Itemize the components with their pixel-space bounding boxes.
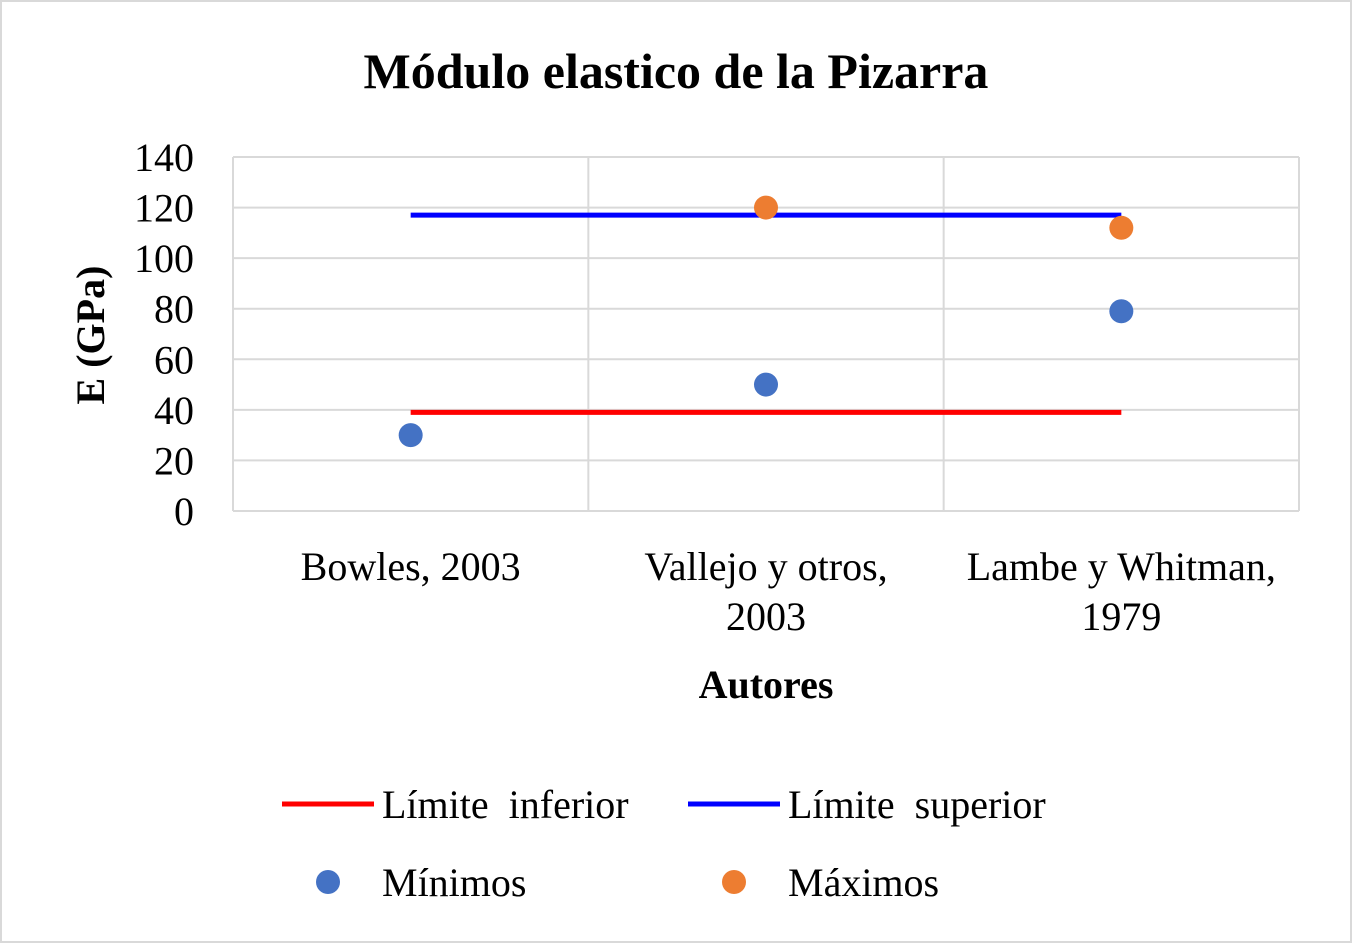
y-tick-label: 0 — [174, 489, 194, 534]
y-tick-label: 80 — [154, 287, 194, 332]
y-tick-label: 40 — [154, 388, 194, 433]
data-point — [754, 372, 778, 397]
chart-title: Módulo elastico de la Pizarra — [364, 43, 989, 99]
x-axis-title: Autores — [699, 662, 834, 707]
x-axis-ticks: Bowles, 2003 Vallejo y otros, 2003 Lambe y … — [301, 544, 1276, 639]
y-tick-label: 60 — [154, 337, 194, 382]
data-point — [1109, 299, 1134, 324]
data-point — [398, 423, 423, 448]
chart-legend: Límite inferior Límite superior Mínimos Máx… — [282, 782, 1046, 905]
y-tick-label: 120 — [134, 186, 194, 231]
y-axis-ticks: 0 20 40 60 80 100 120 140 — [134, 135, 194, 534]
y-tick-label: 140 — [134, 135, 194, 180]
x-tick-label: Bowles, 2003 — [301, 544, 521, 589]
legend-label: Límite superior — [788, 782, 1046, 827]
y-axis-title: E (GPa) — [68, 266, 113, 405]
legend-marker-swatch — [316, 870, 340, 894]
data-point — [754, 195, 778, 220]
legend-label: Máximos — [788, 860, 939, 905]
chart-series — [398, 195, 1134, 448]
x-tick-label: Vallejo y otros, 2003 — [644, 544, 887, 639]
data-point — [1109, 215, 1134, 240]
legend-label: Límite inferior — [382, 782, 629, 827]
legend-label: Mínimos — [382, 860, 526, 905]
legend-marker-swatch — [722, 870, 746, 894]
y-tick-label: 100 — [134, 236, 194, 281]
x-tick-label: Lambe y Whitman, 1979 — [967, 544, 1276, 639]
y-tick-label: 20 — [154, 438, 194, 483]
